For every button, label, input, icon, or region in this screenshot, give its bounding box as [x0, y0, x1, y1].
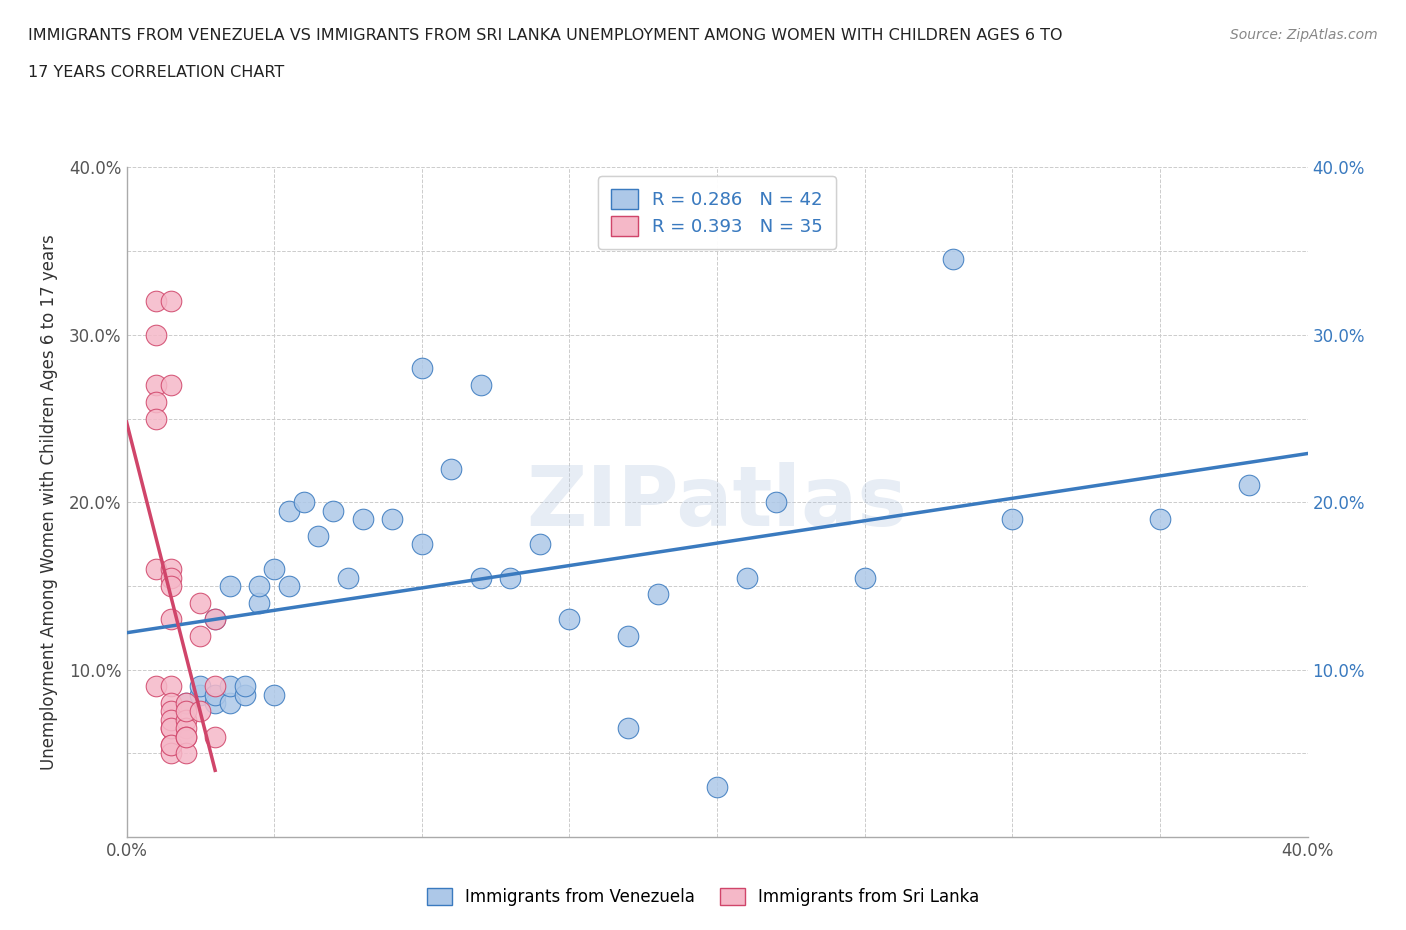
Point [617, 629, 640, 644]
Point [188, 629, 211, 644]
Point [1149, 512, 1171, 526]
Point [159, 704, 183, 719]
Point [188, 687, 211, 702]
Point [159, 679, 183, 694]
Point [204, 679, 226, 694]
Point [204, 729, 226, 744]
Point [188, 704, 211, 719]
Point [617, 721, 640, 736]
Point [411, 537, 433, 551]
Point [145, 562, 167, 577]
Point [381, 512, 404, 526]
Point [159, 737, 183, 752]
Point [735, 570, 758, 585]
Point [174, 696, 197, 711]
Point [145, 294, 167, 309]
Point [159, 746, 183, 761]
Point [647, 587, 669, 602]
Point [219, 578, 242, 593]
Point [145, 394, 167, 409]
Point [159, 570, 183, 585]
Point [159, 696, 183, 711]
Y-axis label: Unemployment Among Women with Children Ages 6 to 17 years: Unemployment Among Women with Children A… [39, 234, 58, 770]
Point [247, 595, 270, 610]
Point [529, 537, 551, 551]
Legend: R = 0.286   N = 42, R = 0.393   N = 35: R = 0.286 N = 42, R = 0.393 N = 35 [599, 177, 835, 248]
Point [159, 378, 183, 392]
Point [233, 679, 256, 694]
Point [499, 570, 522, 585]
Point [1237, 478, 1260, 493]
Point [337, 570, 360, 585]
Text: 17 YEARS CORRELATION CHART: 17 YEARS CORRELATION CHART [28, 65, 284, 80]
Point [322, 503, 344, 518]
Point [188, 679, 211, 694]
Point [145, 411, 167, 426]
Point [159, 712, 183, 727]
Point [145, 378, 167, 392]
Point [174, 704, 197, 719]
Point [470, 570, 492, 585]
Point [159, 737, 183, 752]
Point [204, 696, 226, 711]
Point [440, 461, 463, 476]
Text: ZIPatlas: ZIPatlas [527, 461, 907, 543]
Point [1001, 512, 1024, 526]
Point [278, 503, 301, 518]
Point [247, 578, 270, 593]
Point [278, 578, 301, 593]
Point [159, 721, 183, 736]
Point [159, 578, 183, 593]
Point [204, 687, 226, 702]
Point [470, 378, 492, 392]
Point [159, 612, 183, 627]
Point [263, 687, 285, 702]
Point [174, 746, 197, 761]
Point [853, 570, 876, 585]
Point [219, 696, 242, 711]
Point [219, 679, 242, 694]
Point [233, 687, 256, 702]
Text: IMMIGRANTS FROM VENEZUELA VS IMMIGRANTS FROM SRI LANKA UNEMPLOYMENT AMONG WOMEN : IMMIGRANTS FROM VENEZUELA VS IMMIGRANTS … [28, 28, 1063, 43]
Point [942, 252, 965, 267]
Point [352, 512, 374, 526]
Text: Source: ZipAtlas.com: Source: ZipAtlas.com [1230, 28, 1378, 42]
Point [706, 779, 728, 794]
Point [765, 495, 787, 510]
Point [307, 528, 329, 543]
Point [159, 562, 183, 577]
Point [174, 712, 197, 727]
Point [174, 729, 197, 744]
Point [174, 729, 197, 744]
Point [145, 327, 167, 342]
Point [292, 495, 315, 510]
Point [159, 721, 183, 736]
Point [174, 721, 197, 736]
Point [174, 696, 197, 711]
Point [204, 612, 226, 627]
Point [145, 679, 167, 694]
Point [411, 361, 433, 376]
Point [159, 294, 183, 309]
Legend: Immigrants from Venezuela, Immigrants from Sri Lanka: Immigrants from Venezuela, Immigrants fr… [420, 881, 986, 912]
Point [263, 562, 285, 577]
Point [188, 595, 211, 610]
Point [204, 612, 226, 627]
Point [558, 612, 581, 627]
